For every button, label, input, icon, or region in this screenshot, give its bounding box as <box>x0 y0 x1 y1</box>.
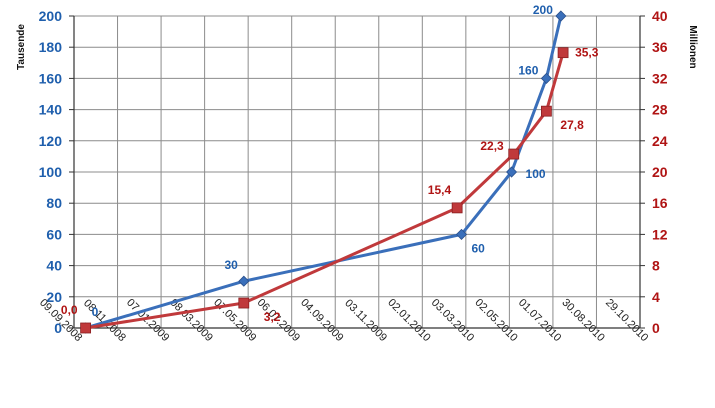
series-point-square <box>557 47 569 59</box>
right-tick-label: 24 <box>652 133 668 149</box>
data-label: 27,8 <box>560 118 584 132</box>
left-tick-label: 60 <box>46 226 62 242</box>
left-tick-label: 120 <box>39 133 63 149</box>
left-tick-label: 140 <box>39 102 63 118</box>
data-label: 0 <box>92 305 99 319</box>
data-label: 160 <box>518 63 538 77</box>
x-tick-label: 03.11.2009 <box>342 297 389 344</box>
data-label: 30 <box>224 258 238 272</box>
left-tick-label: 40 <box>46 258 62 274</box>
x-tick-label: 08.03.2009 <box>168 297 215 344</box>
left-axis-title: Tausende <box>16 24 27 70</box>
left-tick-label: 200 <box>39 8 63 24</box>
right-tick-label: 28 <box>652 102 668 118</box>
left-tick-label: 0 <box>54 320 62 336</box>
x-tick-label: 04.09.2009 <box>298 297 345 344</box>
right-tick-label: 12 <box>652 226 668 242</box>
data-label: 0,0 <box>61 303 78 317</box>
left-tick-label: 20 <box>46 289 62 305</box>
right-tick-label: 16 <box>652 195 668 211</box>
series-point-diamond <box>540 72 552 84</box>
x-tick-label: 30.08.2010 <box>559 297 606 344</box>
data-label: 60 <box>471 241 485 255</box>
data-label: 22,3 <box>480 139 504 153</box>
right-tick-label: 36 <box>652 39 668 55</box>
x-tick-label: 02.01.2010 <box>385 297 432 344</box>
right-tick-label: 0 <box>652 320 660 336</box>
left-tick-label: 100 <box>39 164 63 180</box>
x-tick-label: 08.11.2008 <box>81 297 128 344</box>
right-axis-title: Millionen <box>687 25 698 68</box>
series-line-1 <box>85 52 565 330</box>
right-tick-label: 40 <box>652 8 668 24</box>
right-axis-ticks: 0 4 8 12 16 20 24 28 32 36 40 <box>640 8 668 336</box>
right-tick-label: 20 <box>652 164 668 180</box>
left-tick-label: 160 <box>39 70 63 86</box>
series-point-square <box>238 297 250 309</box>
series-point-diamond <box>455 228 468 240</box>
data-label: 15,4 <box>428 183 452 197</box>
series-layer: 0 30 60 100 160 200 0,0 3,2 15,4 22,3 27,8 35,3 <box>61 3 599 334</box>
series-point-diamond <box>555 10 567 22</box>
series-point-square <box>508 148 520 160</box>
right-tick-label: 4 <box>652 289 660 305</box>
series-point-square <box>451 202 463 214</box>
x-tick-label: 03.03.2010 <box>429 297 476 344</box>
series-point-square <box>540 105 552 117</box>
right-tick-label: 8 <box>652 258 660 274</box>
data-label: 3,2 <box>264 310 281 324</box>
series-point-diamond <box>505 166 518 178</box>
data-label: 35,3 <box>575 46 599 60</box>
series-point-square <box>80 322 92 334</box>
left-axis-ticks: 0 20 40 60 80 100 120 140 160 180 200 <box>39 8 74 336</box>
grid <box>73 15 641 329</box>
series-point-diamond <box>238 275 250 287</box>
data-label: 100 <box>526 167 546 181</box>
x-tick-label: 02.05.2010 <box>472 297 519 344</box>
left-tick-label: 180 <box>39 39 63 55</box>
x-tick-label: 01.07.2010 <box>516 297 563 344</box>
left-tick-label: 80 <box>46 195 62 211</box>
right-tick-label: 32 <box>652 70 668 86</box>
series-line-0 <box>85 15 563 330</box>
data-label: 200 <box>533 3 553 17</box>
x-tick-label: 29.10.2010 <box>603 297 650 344</box>
